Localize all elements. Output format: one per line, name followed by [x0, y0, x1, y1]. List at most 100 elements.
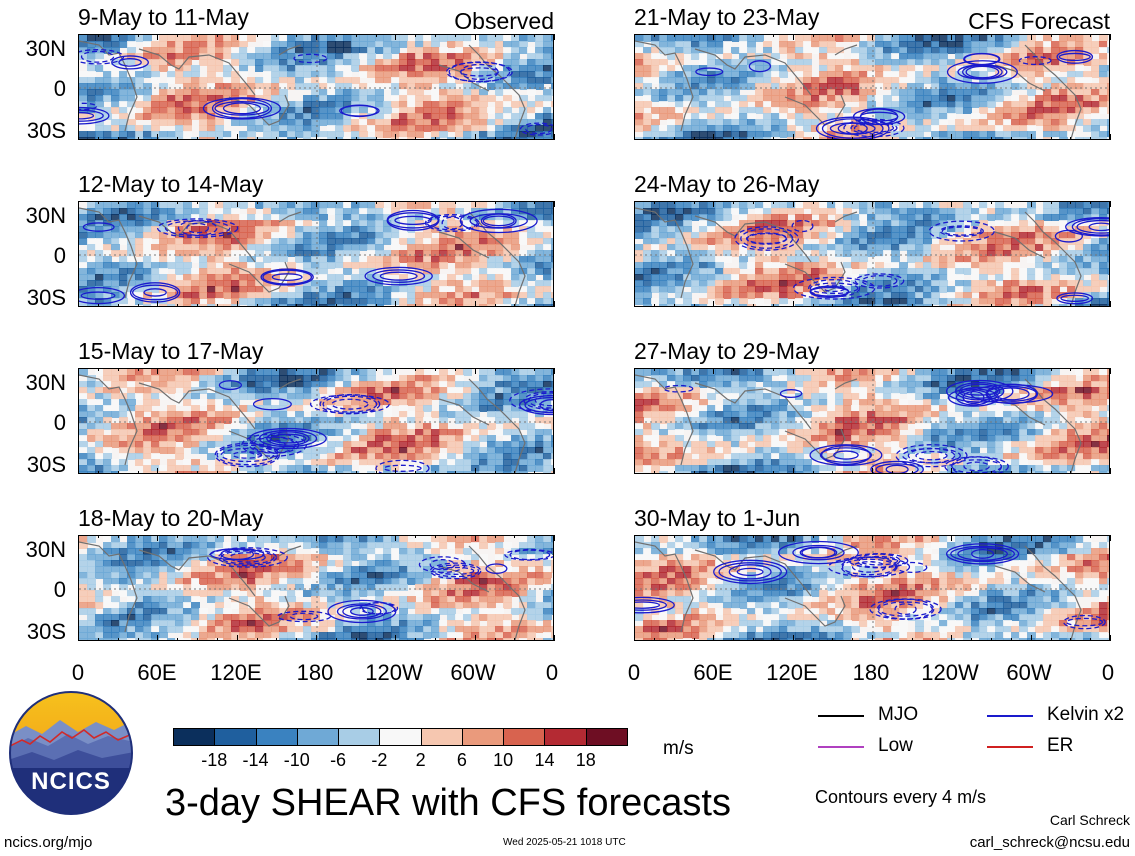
- axis-tick: [236, 468, 238, 474]
- axis-tick: [454, 638, 456, 641]
- axis-tick: [931, 137, 933, 140]
- legend-label: MJO: [878, 704, 919, 725]
- axis-tick: [812, 638, 814, 641]
- ncics-logo: NCICS: [8, 690, 134, 816]
- axis-tick: [991, 368, 992, 371]
- axis-tick: [117, 471, 119, 474]
- axis-tick: [991, 304, 992, 307]
- axis-tick: [772, 137, 774, 140]
- lat-label-30n: 30N: [25, 36, 66, 61]
- colorbar-tick-label: 14: [534, 750, 555, 770]
- axis-tick: [951, 468, 953, 474]
- main-title: 3-day SHEAR with CFS forecasts: [165, 782, 731, 824]
- axis-tick: [733, 34, 735, 37]
- axis-tick: [494, 535, 496, 538]
- axis-tick: [872, 468, 873, 474]
- axis-tick: [832, 368, 834, 371]
- axis-tick: [971, 34, 973, 37]
- axis-tick: [137, 304, 139, 307]
- axis-tick: [236, 34, 238, 40]
- axis-tick: [435, 137, 436, 140]
- axis-tick: [673, 368, 675, 371]
- axis-tick: [753, 34, 754, 37]
- axis-tick: [753, 638, 754, 641]
- colorbar-swatch: [338, 728, 381, 746]
- axis-tick: [236, 535, 238, 541]
- axis-tick: [733, 201, 735, 204]
- axis-tick: [137, 201, 139, 204]
- axis-tick: [951, 368, 953, 374]
- axis-tick: [713, 301, 715, 307]
- axis-tick: [832, 535, 834, 538]
- website-link[interactable]: ncics.org/mjo: [4, 834, 93, 851]
- axis-tick: [554, 201, 555, 207]
- axis-tick: [891, 471, 893, 474]
- author-email[interactable]: carl_schreck@ncsu.edu: [969, 834, 1130, 851]
- lat-label-eq: 0: [53, 243, 66, 268]
- axis-tick: [1030, 34, 1032, 40]
- colorbar-tick-label: -10: [283, 750, 310, 770]
- axis-tick: [256, 201, 258, 204]
- axis-tick: [991, 471, 992, 474]
- axis-tick: [1090, 137, 1092, 140]
- axis-tick: [375, 471, 377, 474]
- axis-tick: [355, 535, 357, 538]
- axis-tick: [753, 201, 754, 204]
- axis-tick: [355, 201, 357, 204]
- map-panel-left-1: [78, 201, 554, 307]
- axis-tick: [634, 468, 635, 474]
- axis-tick: [872, 535, 873, 541]
- colorbar-swatch: [173, 728, 216, 746]
- colorbar-unit: m/s: [663, 738, 694, 759]
- axis-tick: [693, 368, 695, 371]
- axis-tick: [276, 638, 278, 641]
- axis-tick: [375, 368, 377, 371]
- axis-tick: [1090, 535, 1092, 538]
- axis-tick: [395, 635, 397, 641]
- legend-label: Low: [878, 735, 913, 756]
- axis-tick: [415, 34, 417, 37]
- axis-tick: [415, 137, 417, 140]
- axis-tick: [713, 535, 715, 541]
- axis-tick: [454, 201, 456, 204]
- axis-tick: [693, 137, 695, 140]
- axis-tick: [1050, 535, 1052, 538]
- axis-tick: [1070, 137, 1072, 140]
- axis-tick: [256, 304, 258, 307]
- axis-tick: [812, 137, 814, 140]
- panel-title-left-2: 15-May to 17-May: [78, 338, 264, 364]
- axis-tick: [316, 134, 317, 140]
- axis-tick: [316, 535, 317, 541]
- axis-tick: [435, 34, 436, 37]
- axis-tick: [852, 638, 854, 641]
- axis-tick: [316, 201, 317, 207]
- axis-tick: [653, 201, 655, 204]
- axis-tick: [1050, 201, 1052, 204]
- axis-tick: [911, 368, 913, 371]
- axis-tick: [1050, 304, 1052, 307]
- legend-swatch: [987, 746, 1033, 748]
- axis-tick: [415, 471, 417, 474]
- axis-tick: [1090, 638, 1092, 641]
- axis-tick: [117, 535, 119, 538]
- logo-text: NCICS: [31, 768, 111, 795]
- axis-tick: [256, 638, 258, 641]
- axis-tick: [157, 201, 159, 207]
- axis-tick: [1030, 301, 1032, 307]
- axis-tick: [216, 137, 218, 140]
- axis-tick: [554, 134, 555, 140]
- axis-tick: [951, 301, 953, 307]
- axis-tick: [435, 638, 436, 641]
- axis-tick: [395, 301, 397, 307]
- axis-tick: [911, 471, 913, 474]
- legend-swatch: [818, 746, 864, 748]
- axis-tick: [177, 368, 179, 371]
- axis-tick: [713, 34, 715, 40]
- axis-tick: [534, 34, 536, 37]
- axis-tick: [355, 137, 357, 140]
- axis-tick: [1050, 368, 1052, 371]
- colorbar-swatch: [503, 728, 546, 746]
- axis-tick: [812, 201, 814, 204]
- axis-tick: [653, 137, 655, 140]
- axis-tick: [316, 368, 317, 374]
